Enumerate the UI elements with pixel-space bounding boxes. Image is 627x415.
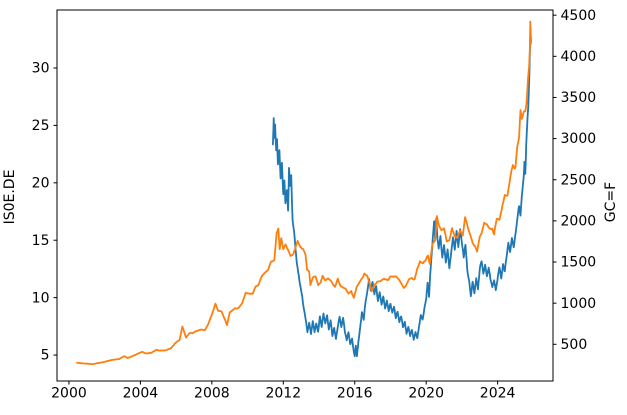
left-axis-label: IS0E.DE (2, 170, 18, 225)
right-axis-label: GC=F (603, 182, 619, 222)
x-tick-label: 2000 (51, 386, 87, 402)
y-right-tick-label: 3500 (561, 90, 597, 106)
y-right-tick-label: 1500 (561, 255, 597, 271)
y-left-tick-label: 15 (32, 233, 50, 249)
y-left-tick-label: 10 (32, 290, 50, 306)
y-right-tick-label: 3000 (561, 131, 597, 147)
y-left-tick-label: 25 (32, 118, 50, 134)
x-tick-label: 2012 (265, 386, 301, 402)
series-line-gc-f (76, 20, 532, 366)
y-right-tick-label: 2500 (561, 172, 597, 188)
y-right-tick-label: 1000 (561, 296, 597, 312)
y-right-tick-label: 2000 (561, 214, 597, 230)
x-tick-label: 2008 (194, 386, 230, 402)
x-tick-label: 2020 (408, 386, 444, 402)
y-right-tick-label: 4500 (561, 8, 597, 24)
y-left-tick-label: 30 (32, 61, 50, 77)
x-tick-label: 2004 (123, 386, 159, 402)
x-tick-label: 2024 (480, 386, 516, 402)
y-left-tick-label: 20 (32, 175, 50, 191)
plot-frame (56, 9, 554, 382)
y-right-tick-label: 500 (561, 337, 588, 353)
series-line-is0e-de (271, 28, 532, 358)
y-left-tick-label: 5 (41, 348, 50, 364)
y-right-tick-label: 4000 (561, 49, 597, 65)
x-tick-label: 2016 (337, 386, 373, 402)
